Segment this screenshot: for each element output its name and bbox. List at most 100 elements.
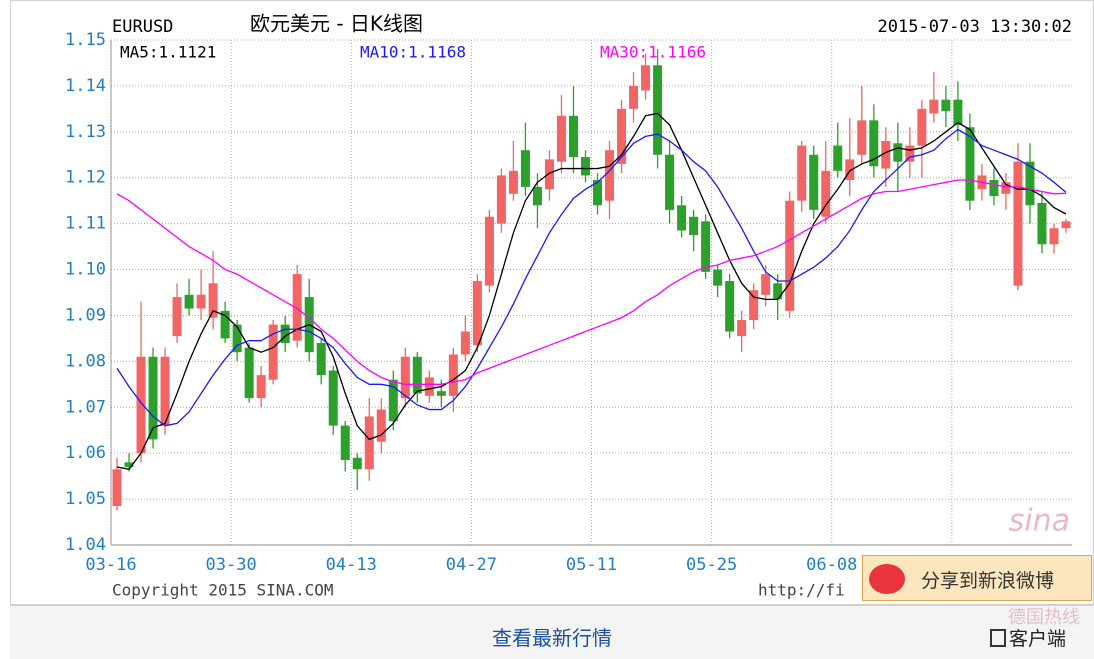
ma-line xyxy=(116,179,1067,385)
latest-link[interactable]: 查看最新行情 xyxy=(492,626,612,650)
x-tick-label: 03-30 xyxy=(206,555,257,575)
candle-body xyxy=(496,175,506,224)
candle-body xyxy=(701,221,711,272)
candle-body xyxy=(1037,202,1047,245)
y-tick-label: 1.07 xyxy=(65,397,106,417)
candle-body xyxy=(881,141,891,169)
candle-body xyxy=(544,159,554,190)
candle-body xyxy=(244,347,254,399)
weibo-icon xyxy=(869,564,905,594)
candle-body xyxy=(605,150,615,201)
watermark: sina xyxy=(1009,504,1070,539)
y-tick-label: 1.12 xyxy=(65,168,106,188)
client-link[interactable]: 客户端 xyxy=(989,624,1066,651)
candle-body xyxy=(376,409,386,442)
candle-body xyxy=(785,200,795,311)
y-tick-label: 1.05 xyxy=(65,489,106,509)
x-tick-label: 03-16 xyxy=(85,555,136,575)
candle-body xyxy=(412,356,422,394)
y-tick-label: 1.11 xyxy=(65,214,106,234)
candle-body xyxy=(256,375,266,399)
candle-body xyxy=(821,170,831,217)
share-button[interactable]: 分享到新浪微博 xyxy=(862,555,1092,601)
candle-body xyxy=(292,274,302,341)
candle-body xyxy=(400,356,410,399)
candle-body xyxy=(532,186,542,206)
candle-body xyxy=(280,324,290,343)
share-label: 分享到新浪微博 xyxy=(921,570,1055,592)
x-tick-label: 05-11 xyxy=(566,555,617,575)
candle-body xyxy=(641,65,651,91)
site-watermark: 德国热线 xyxy=(1008,607,1080,628)
candle-body xyxy=(713,269,723,286)
candle-body xyxy=(689,216,699,236)
candle-body xyxy=(328,370,338,426)
candle-body xyxy=(484,216,494,286)
candle-body xyxy=(460,331,470,355)
candle-body xyxy=(568,115,578,158)
candle-body xyxy=(580,157,590,176)
candle-body xyxy=(653,65,663,155)
copyright: Copyright 2015 SINA.COM xyxy=(112,581,334,600)
candle-body xyxy=(448,354,458,396)
candle-body xyxy=(725,281,735,332)
x-tick-label: 06-08 xyxy=(806,555,857,575)
candle-body xyxy=(833,145,843,171)
candle-body xyxy=(1025,161,1035,206)
candle-body xyxy=(677,205,687,231)
candle-body xyxy=(316,343,326,376)
url: http://fi xyxy=(758,581,845,600)
candle-body xyxy=(797,145,807,201)
y-tick-label: 1.10 xyxy=(65,260,106,280)
candle-body xyxy=(112,469,122,506)
y-tick-label: 1.08 xyxy=(65,351,106,371)
legend-label: MA10:1.1168 xyxy=(360,43,466,62)
candle-body xyxy=(1001,182,1011,194)
legend-label: MA5:1.1121 xyxy=(120,43,216,62)
candle-body xyxy=(761,274,771,295)
candle-body xyxy=(917,108,927,146)
candle-body xyxy=(593,180,603,206)
candle-body xyxy=(556,115,566,162)
chart: EURUSD 欧元美元 - 日K线图 2015-07-03 13:30:02 s… xyxy=(10,0,1094,605)
candle-body xyxy=(1013,161,1023,286)
candle-body xyxy=(208,283,218,318)
candle-body xyxy=(232,324,242,353)
chart-title: 欧元美元 - 日K线图 xyxy=(250,12,423,36)
x-tick-label: 04-27 xyxy=(446,555,497,575)
candle-body xyxy=(857,120,867,155)
ma-line xyxy=(116,112,1067,470)
candle-body xyxy=(148,356,158,440)
legend-label: MA30:1.1166 xyxy=(600,43,706,62)
candle-body xyxy=(520,150,530,187)
x-tick-label: 04-13 xyxy=(326,555,377,575)
candle-body xyxy=(941,99,951,112)
candle-body xyxy=(629,85,639,109)
candle-body xyxy=(809,154,819,210)
x-tick-label: 05-25 xyxy=(686,555,737,575)
candle-body xyxy=(845,159,855,181)
candle-body xyxy=(160,356,170,426)
candle-body xyxy=(364,416,374,470)
candle-body xyxy=(388,379,398,422)
symbol: EURUSD xyxy=(112,17,173,37)
candle-body xyxy=(136,356,146,454)
candle-body xyxy=(905,145,915,162)
candle-body xyxy=(953,99,963,125)
candle-body xyxy=(989,180,999,197)
y-tick-label: 1.09 xyxy=(65,305,106,325)
candle-body xyxy=(172,297,182,337)
candle-body xyxy=(196,294,206,309)
y-tick-label: 1.13 xyxy=(65,122,106,142)
bottom-bar: 查看最新行情 客户端 xyxy=(10,605,1094,659)
candle-body xyxy=(184,294,194,309)
candle-body xyxy=(869,120,879,167)
timestamp: 2015-07-03 13:30:02 xyxy=(878,17,1072,37)
candle-body xyxy=(508,170,518,194)
candle-body xyxy=(665,154,675,210)
ma-line xyxy=(116,128,1067,427)
candle-body xyxy=(749,290,759,321)
candle-body xyxy=(773,283,783,300)
candle-body xyxy=(1049,228,1059,245)
